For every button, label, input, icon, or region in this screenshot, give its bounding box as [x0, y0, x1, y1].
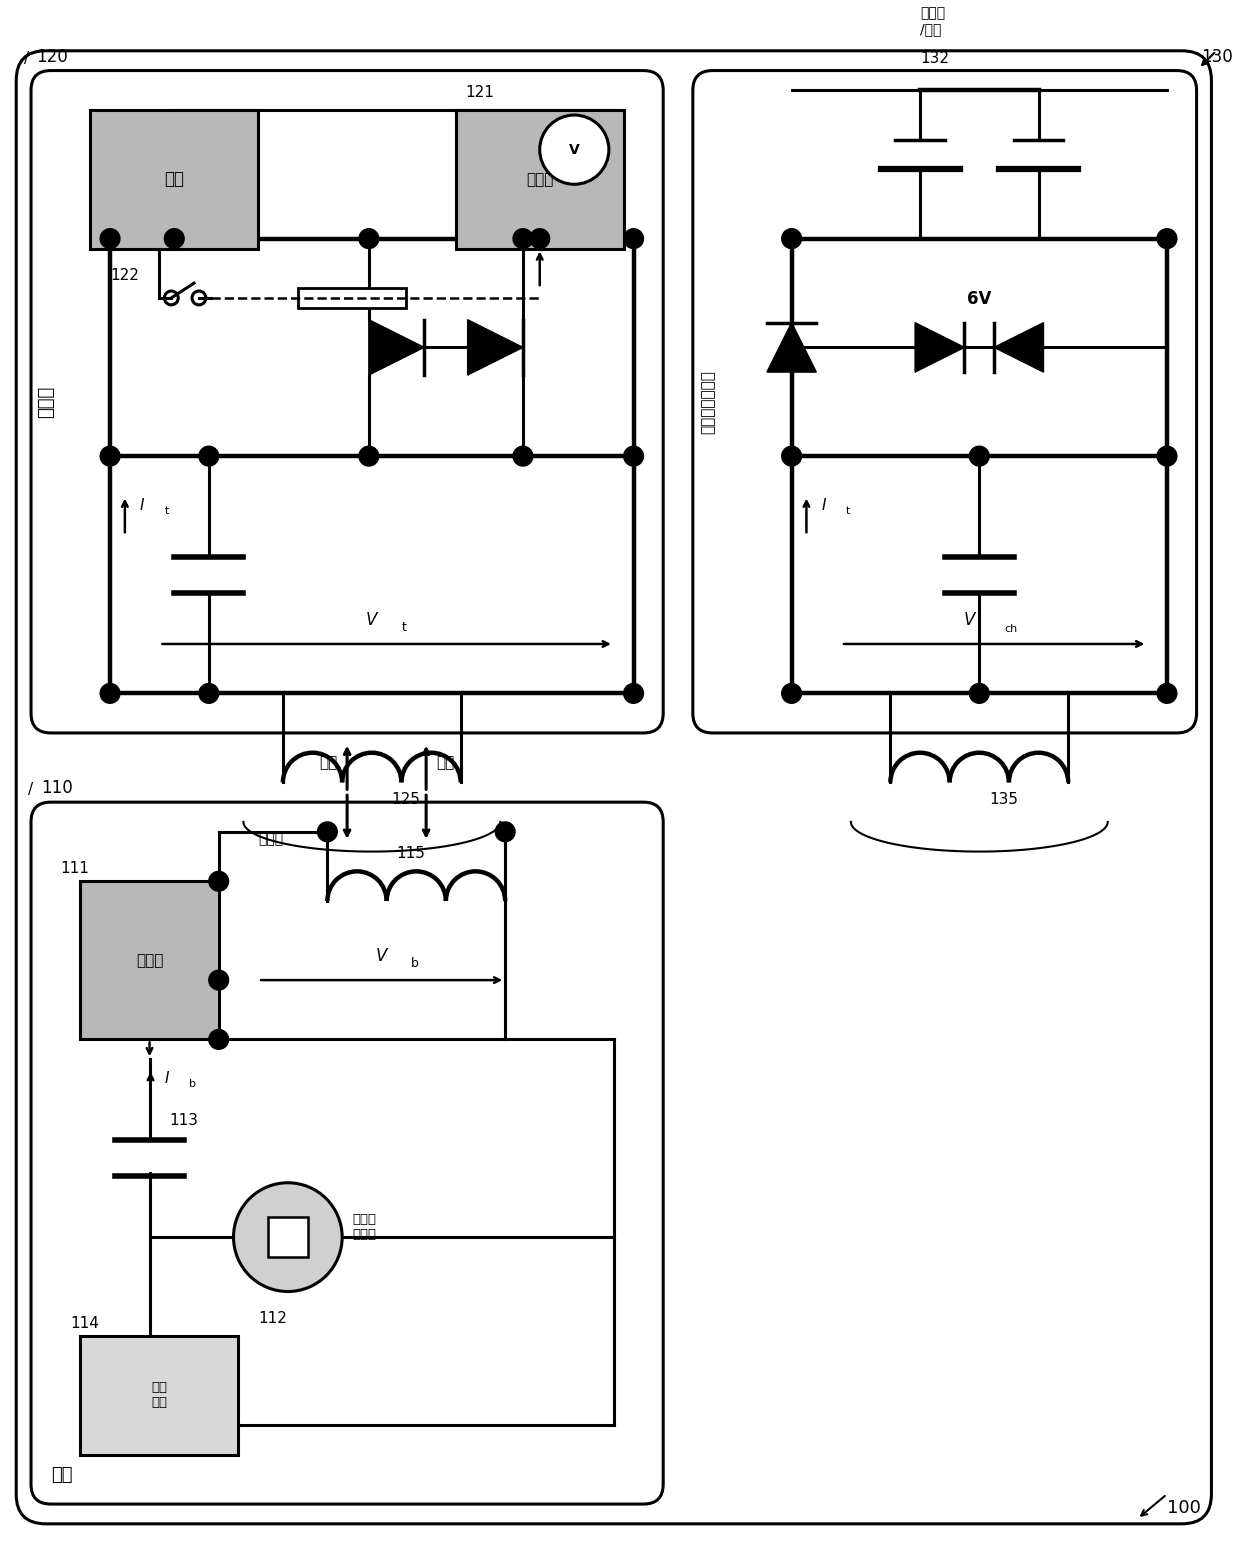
- Text: 121: 121: [466, 85, 495, 100]
- Circle shape: [781, 447, 801, 467]
- Text: V: V: [376, 947, 387, 966]
- Circle shape: [198, 683, 218, 703]
- Text: 基站: 基站: [51, 1466, 72, 1485]
- Circle shape: [100, 683, 120, 703]
- Circle shape: [358, 229, 378, 249]
- Circle shape: [624, 683, 644, 703]
- Text: b: b: [412, 958, 419, 970]
- Circle shape: [317, 822, 337, 842]
- Circle shape: [233, 1183, 342, 1292]
- Text: 数据: 数据: [164, 170, 185, 188]
- Circle shape: [781, 683, 801, 703]
- Text: t: t: [165, 505, 169, 516]
- Text: 解调器: 解调器: [136, 953, 164, 967]
- Text: /: /: [29, 782, 33, 797]
- Text: 132: 132: [920, 51, 949, 65]
- Text: 111: 111: [61, 861, 89, 876]
- Bar: [298, 287, 407, 307]
- Circle shape: [624, 447, 644, 467]
- Text: 110: 110: [41, 779, 73, 797]
- Text: 调制器
发射器: 调制器 发射器: [352, 1213, 376, 1241]
- Circle shape: [970, 683, 990, 703]
- Text: ch: ch: [1004, 624, 1017, 633]
- Circle shape: [624, 229, 644, 249]
- Circle shape: [208, 970, 228, 990]
- Bar: [268, 1217, 308, 1258]
- Text: V: V: [569, 142, 579, 156]
- Circle shape: [208, 871, 228, 891]
- Text: 120: 120: [36, 48, 68, 65]
- Bar: [456, 110, 624, 249]
- Bar: [91, 110, 258, 249]
- Text: b: b: [188, 1078, 196, 1089]
- Polygon shape: [994, 323, 1044, 372]
- Text: 100: 100: [1167, 1499, 1200, 1517]
- Circle shape: [1157, 447, 1177, 467]
- Text: 解调器: 解调器: [526, 171, 553, 187]
- Text: I: I: [140, 497, 144, 513]
- Text: V: V: [366, 612, 377, 629]
- Text: 135: 135: [990, 793, 1018, 806]
- Text: I: I: [821, 497, 826, 513]
- Circle shape: [1157, 229, 1177, 249]
- Circle shape: [529, 229, 549, 249]
- Text: 130: 130: [1202, 48, 1234, 65]
- Text: 115: 115: [397, 847, 425, 862]
- Circle shape: [100, 229, 120, 249]
- Text: I: I: [165, 1072, 169, 1086]
- Text: V: V: [963, 612, 975, 629]
- Text: 分接点: 分接点: [258, 831, 283, 845]
- Circle shape: [513, 447, 533, 467]
- Circle shape: [165, 229, 184, 249]
- Text: 6V: 6V: [967, 290, 992, 307]
- Text: t: t: [846, 505, 851, 516]
- Circle shape: [781, 229, 801, 249]
- Polygon shape: [368, 320, 424, 375]
- Circle shape: [358, 447, 378, 467]
- Text: 113: 113: [170, 1114, 198, 1128]
- Circle shape: [539, 114, 609, 184]
- Circle shape: [970, 447, 990, 467]
- Text: /: /: [24, 51, 29, 65]
- Polygon shape: [915, 323, 965, 372]
- Text: 125: 125: [392, 793, 420, 806]
- Text: 122: 122: [110, 269, 140, 283]
- Text: t: t: [402, 621, 407, 633]
- Circle shape: [208, 1029, 228, 1049]
- FancyBboxPatch shape: [16, 51, 1211, 1523]
- Text: 蓄电池
/负载: 蓄电池 /负载: [920, 6, 945, 36]
- Text: 114: 114: [71, 1316, 99, 1332]
- Circle shape: [495, 822, 515, 842]
- Circle shape: [1157, 683, 1177, 703]
- Text: 数据: 数据: [436, 756, 454, 769]
- Text: 控制
电路: 控制 电路: [151, 1381, 167, 1409]
- Text: 蓄电池充电电路: 蓄电池充电电路: [701, 369, 715, 434]
- Bar: [81, 1336, 238, 1455]
- Circle shape: [100, 447, 120, 467]
- Circle shape: [513, 229, 533, 249]
- Bar: [81, 881, 218, 1040]
- Polygon shape: [766, 323, 816, 372]
- Text: 能量: 能量: [319, 756, 337, 769]
- Text: 112: 112: [258, 1312, 288, 1326]
- Text: 应答器: 应答器: [37, 386, 55, 417]
- Circle shape: [198, 447, 218, 467]
- Polygon shape: [467, 320, 523, 375]
